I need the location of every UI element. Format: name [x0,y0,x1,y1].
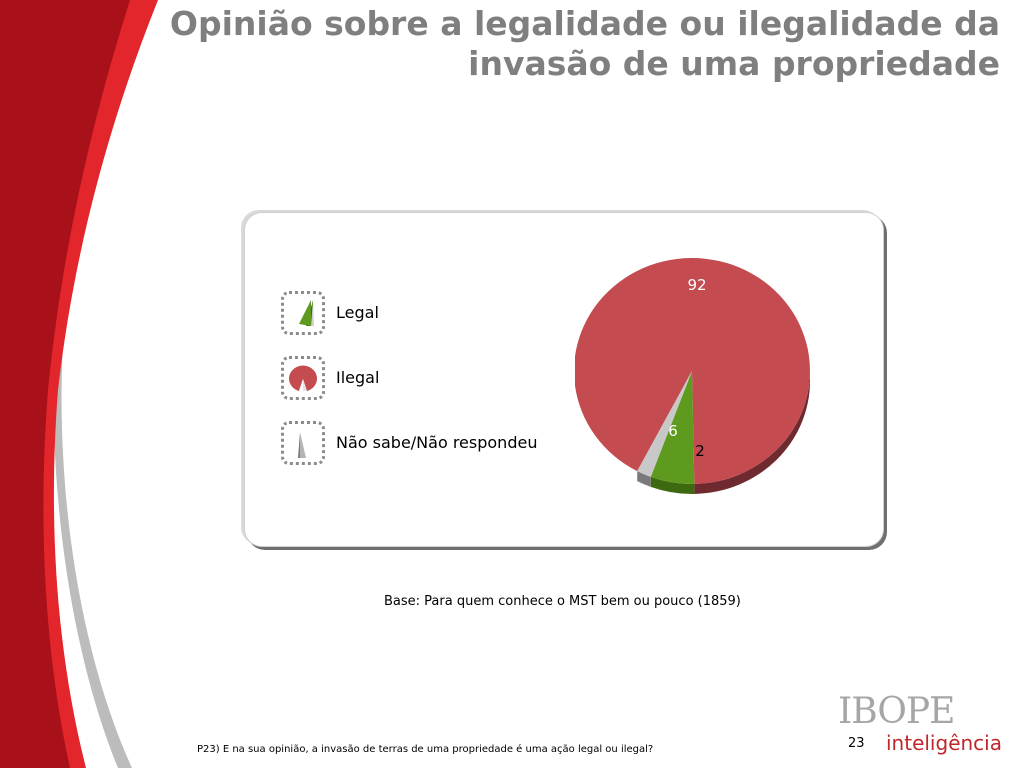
pie-slice-legal [650,371,695,484]
pie-slice-n-o-sabe-n-o-respondeu [637,371,692,477]
swoosh-dark-band [0,0,130,768]
legal-wedge-icon [299,300,314,326]
legend-swatch-nsnr [281,421,325,465]
legend-item-nsnr: Não sabe/Não respondeu [281,421,581,471]
legend-swatch-ilegal [281,356,325,400]
legend-item-ilegal: Ilegal [281,356,581,406]
legend-label-nsnr: Não sabe/Não respondeu [336,433,538,452]
chart-panel: Legal Ilegal Não sabe/Não respondeu 92 [244,212,884,547]
pie-label-legal: 6 [668,422,678,440]
pie-side-n-o-sabe-n-o-respondeu [637,471,651,487]
ilegal-pie-icon [289,365,317,391]
slide-title-line2: invasão de uma propriedade [468,44,1000,83]
slide-title: Opinião sobre a legalidade ou ilegalidad… [140,4,1000,84]
background-swoosh [0,0,158,768]
logo-wordmark: IBOPE [838,691,955,732]
ibope-logo: IBOPE inteligência [838,692,1008,758]
page-number: 23 [848,736,865,751]
pie-label-ilegal: 92 [687,276,706,294]
slide-title-line1: Opinião sobre a legalidade ou ilegalidad… [169,4,1000,43]
pie-side-ilegal [694,371,810,494]
legend-swatch-legal [281,291,325,335]
legend-label-legal: Legal [336,303,379,322]
nsnr-wedge-icon [298,432,306,458]
question-footnote: P23) E na sua opinião, a invasão de terr… [197,744,654,755]
pie-side-legal [650,476,695,494]
pie-chart: 92 62 [575,258,810,494]
legend-label-ilegal: Ilegal [336,368,380,387]
legend-item-legal: Legal [281,291,581,341]
base-note: Base: Para quem conhece o MST bem ou pou… [384,594,741,609]
logo-subtitle: inteligência [886,731,1002,755]
pie-slice-ilegal [575,258,810,484]
pie-label-n-o-sabe-n-o-respondeu: 2 [695,442,705,460]
